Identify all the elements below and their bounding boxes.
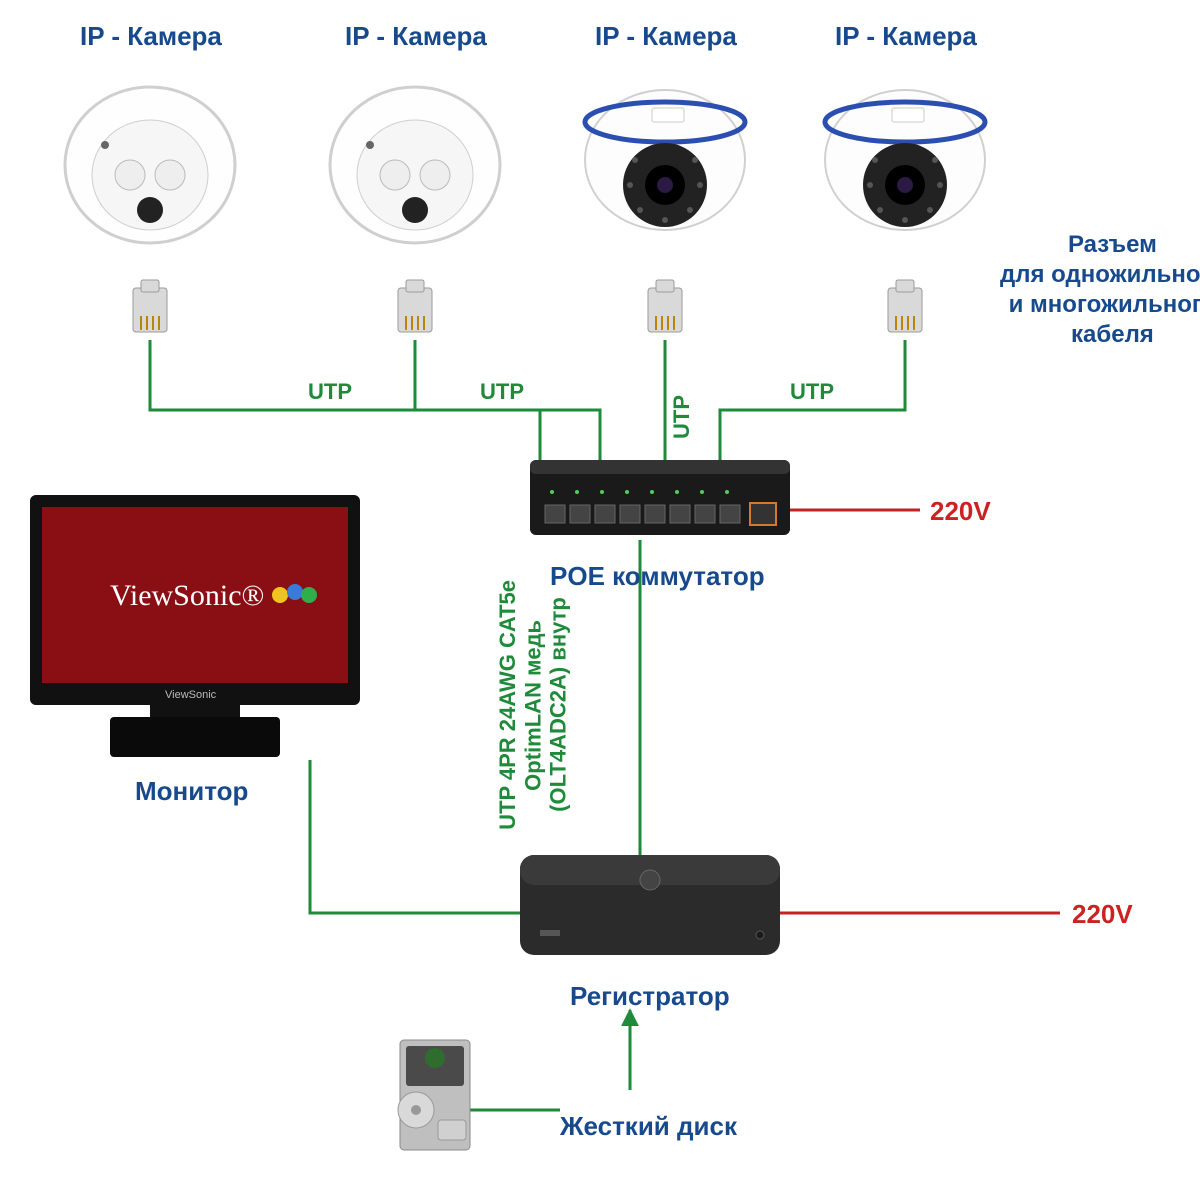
diagram-svg: ViewSonic® ViewSonic xyxy=(0,0,1200,1200)
recorder-label: Регистратор xyxy=(570,980,730,1013)
svg-text:ViewSonic: ViewSonic xyxy=(165,689,217,701)
poe-switch-icon xyxy=(530,460,790,535)
camera-type-a-2 xyxy=(330,87,500,243)
camera-label-4: IP - Камера xyxy=(835,20,977,53)
connector-note: Разъем для одножильного и многожильного … xyxy=(1000,230,1200,350)
rj45-group xyxy=(133,280,922,332)
recorder-icon xyxy=(520,855,780,955)
camera-label-3: IP - Камера xyxy=(595,20,737,53)
camera-label-1: IP - Камера xyxy=(80,20,222,53)
camera-type-a-1 xyxy=(65,87,235,243)
utp-label-1: UTP xyxy=(308,378,352,406)
poe-switch-label: POE коммутатор xyxy=(550,560,765,593)
camera-label-2: IP - Камера xyxy=(345,20,487,53)
utp-label-3: UTP xyxy=(668,395,696,439)
utp-label-4: UTP xyxy=(790,378,834,406)
camera-type-b-1 xyxy=(585,90,745,230)
hdd-label: Жесткий диск xyxy=(560,1110,737,1143)
power-label-switch: 220V xyxy=(930,495,991,528)
hdd-icon xyxy=(398,1040,470,1150)
power-label-recorder: 220V xyxy=(1072,898,1133,931)
monitor-icon: ViewSonic® ViewSonic xyxy=(30,495,360,757)
camera-type-b-2 xyxy=(825,90,985,230)
cable-spec-label: UTP 4PR 24AWG CAT5e OptimLAN медь (OLT4A… xyxy=(495,580,571,830)
monitor-brand-text: ViewSonic® xyxy=(110,579,264,612)
monitor-label: Монитор xyxy=(135,775,248,808)
utp-label-2: UTP xyxy=(480,378,524,406)
